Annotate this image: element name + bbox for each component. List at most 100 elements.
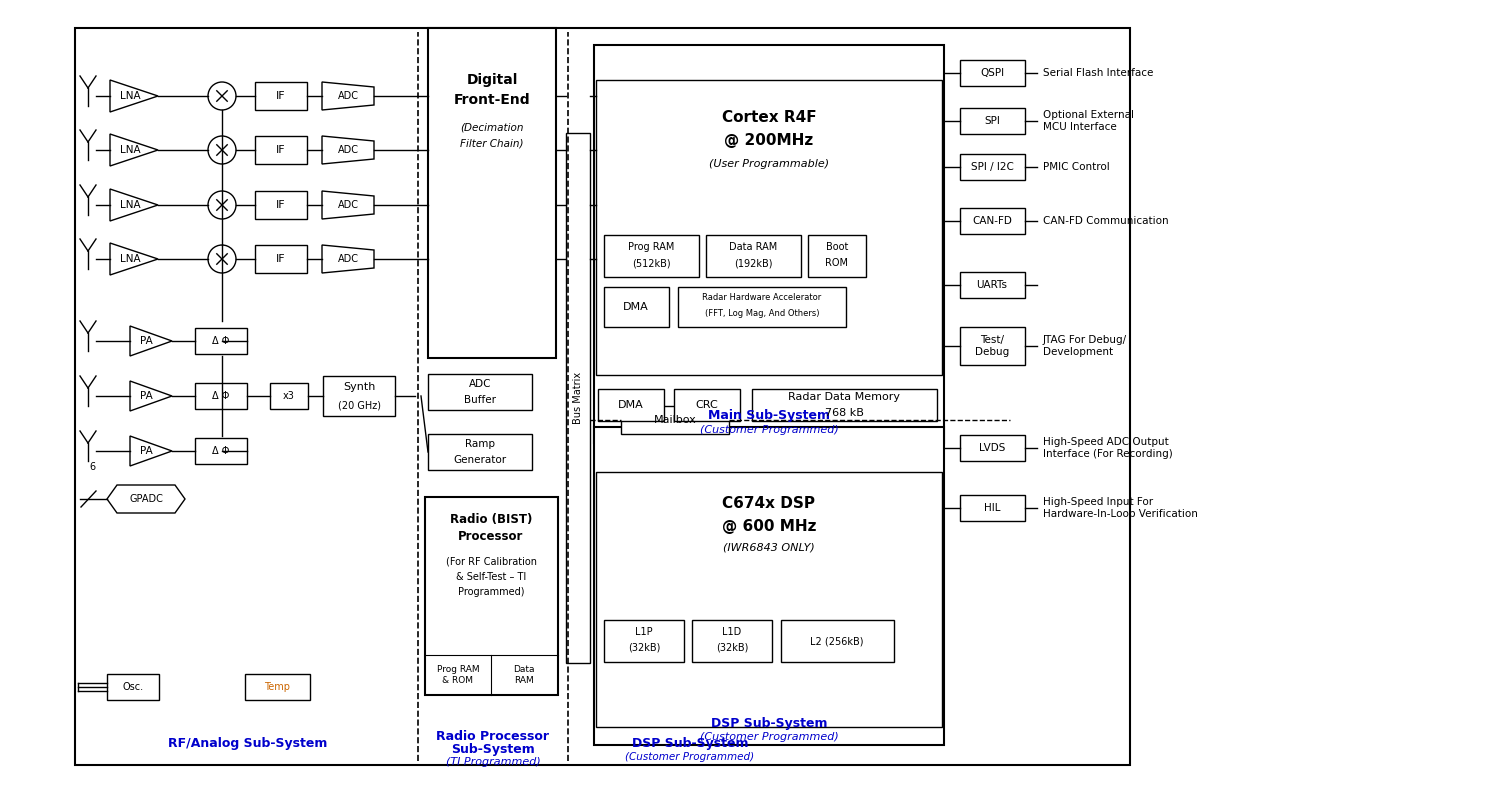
- Text: IF: IF: [275, 254, 286, 264]
- Bar: [692, 620, 771, 662]
- Bar: [960, 208, 1024, 234]
- Polygon shape: [322, 245, 374, 273]
- Bar: [960, 495, 1024, 521]
- Text: PA: PA: [140, 391, 152, 401]
- Circle shape: [208, 82, 235, 110]
- Bar: [960, 435, 1024, 461]
- Text: Mailbox: Mailbox: [654, 415, 697, 425]
- Text: Generator: Generator: [454, 455, 506, 465]
- Bar: [605, 235, 698, 277]
- Bar: [594, 45, 944, 443]
- Bar: [809, 235, 867, 277]
- Text: Δ Φ: Δ Φ: [213, 391, 229, 401]
- Text: UARTs: UARTs: [977, 280, 1008, 290]
- Text: ADC: ADC: [338, 145, 359, 155]
- Polygon shape: [130, 326, 173, 356]
- Bar: [594, 427, 944, 745]
- Text: Synth: Synth: [342, 382, 375, 392]
- Bar: [246, 674, 310, 700]
- Bar: [960, 154, 1024, 180]
- Circle shape: [208, 136, 235, 164]
- Polygon shape: [322, 136, 374, 164]
- Bar: [960, 272, 1024, 298]
- Text: DSP Sub-System: DSP Sub-System: [710, 717, 828, 730]
- Text: Data
RAM: Data RAM: [514, 665, 535, 684]
- Text: Main Sub-System: Main Sub-System: [707, 408, 829, 422]
- Text: IF: IF: [275, 91, 286, 101]
- Bar: [605, 287, 669, 327]
- Bar: [427, 434, 532, 470]
- Text: Boot: Boot: [826, 242, 849, 252]
- Text: Δ Φ: Δ Φ: [213, 336, 229, 346]
- Text: PMIC Control: PMIC Control: [1042, 162, 1109, 172]
- Text: Buffer: Buffer: [465, 395, 496, 405]
- Text: Radar Hardware Accelerator: Radar Hardware Accelerator: [703, 293, 822, 301]
- Polygon shape: [110, 189, 158, 221]
- Text: Test/
Debug: Test/ Debug: [975, 335, 1010, 357]
- Text: Digital: Digital: [466, 73, 518, 87]
- Text: HIL: HIL: [984, 503, 1001, 513]
- Bar: [74, 28, 1130, 765]
- Text: Bus Matrix: Bus Matrix: [573, 372, 584, 424]
- Polygon shape: [110, 243, 158, 275]
- Text: Processor: Processor: [459, 531, 524, 543]
- Text: Filter Chain): Filter Chain): [460, 139, 524, 149]
- Bar: [424, 497, 558, 695]
- Text: ADC: ADC: [338, 254, 359, 264]
- Text: C674x DSP: C674x DSP: [722, 496, 816, 511]
- Polygon shape: [110, 134, 158, 166]
- Bar: [596, 80, 943, 375]
- Polygon shape: [322, 191, 374, 219]
- Bar: [677, 287, 846, 327]
- Text: (Decimation: (Decimation: [460, 123, 524, 133]
- Text: (FFT, Log Mag, And Others): (FFT, Log Mag, And Others): [704, 308, 819, 317]
- Polygon shape: [130, 436, 173, 466]
- Text: Optional External
MCU Interface: Optional External MCU Interface: [1042, 110, 1135, 132]
- Text: GPADC: GPADC: [130, 494, 162, 504]
- Text: Data RAM: Data RAM: [730, 242, 777, 252]
- Text: (Customer Programmed): (Customer Programmed): [700, 425, 838, 435]
- Text: DMA: DMA: [618, 400, 643, 410]
- Bar: [107, 674, 159, 700]
- Bar: [427, 374, 532, 410]
- Text: LNA: LNA: [119, 145, 140, 155]
- Bar: [255, 136, 307, 164]
- Text: Osc.: Osc.: [122, 682, 143, 692]
- Bar: [195, 383, 247, 409]
- Text: & Self-Test – TI: & Self-Test – TI: [456, 572, 526, 582]
- Polygon shape: [107, 485, 185, 513]
- Text: High-Speed ADC Output
Interface (For Recording): High-Speed ADC Output Interface (For Rec…: [1042, 437, 1173, 459]
- Text: Sub-System: Sub-System: [451, 744, 535, 757]
- Text: (512kB): (512kB): [631, 258, 670, 268]
- Text: (192kB): (192kB): [734, 258, 773, 268]
- Text: QSPI: QSPI: [980, 68, 1004, 78]
- Text: DSP Sub-System: DSP Sub-System: [631, 737, 749, 749]
- Text: L1P: L1P: [636, 627, 652, 637]
- Bar: [960, 327, 1024, 365]
- Circle shape: [208, 245, 235, 273]
- Text: x3: x3: [283, 391, 295, 401]
- Circle shape: [208, 191, 235, 219]
- Bar: [706, 235, 801, 277]
- Text: CAN-FD: CAN-FD: [972, 216, 1013, 226]
- Text: ROM: ROM: [825, 258, 849, 268]
- Text: (32kB): (32kB): [716, 643, 747, 653]
- Text: SPI: SPI: [984, 116, 1001, 126]
- Text: ADC: ADC: [469, 379, 491, 389]
- Polygon shape: [110, 80, 158, 112]
- Text: 6: 6: [89, 462, 95, 472]
- Text: High-Speed Input For
Hardware-In-Loop Verification: High-Speed Input For Hardware-In-Loop Ve…: [1042, 497, 1197, 519]
- Text: Radio (BIST): Radio (BIST): [450, 512, 532, 526]
- Bar: [960, 60, 1024, 86]
- Text: DMA: DMA: [622, 302, 649, 312]
- Text: JTAG For Debug/
Development: JTAG For Debug/ Development: [1042, 335, 1127, 357]
- Text: @ 200MHz: @ 200MHz: [724, 132, 813, 147]
- Text: IF: IF: [275, 145, 286, 155]
- Text: Prog RAM
& ROM: Prog RAM & ROM: [436, 665, 479, 684]
- Text: LNA: LNA: [119, 200, 140, 210]
- Text: PA: PA: [140, 336, 152, 346]
- Text: IF: IF: [275, 200, 286, 210]
- Bar: [195, 438, 247, 464]
- Bar: [255, 245, 307, 273]
- Bar: [195, 328, 247, 354]
